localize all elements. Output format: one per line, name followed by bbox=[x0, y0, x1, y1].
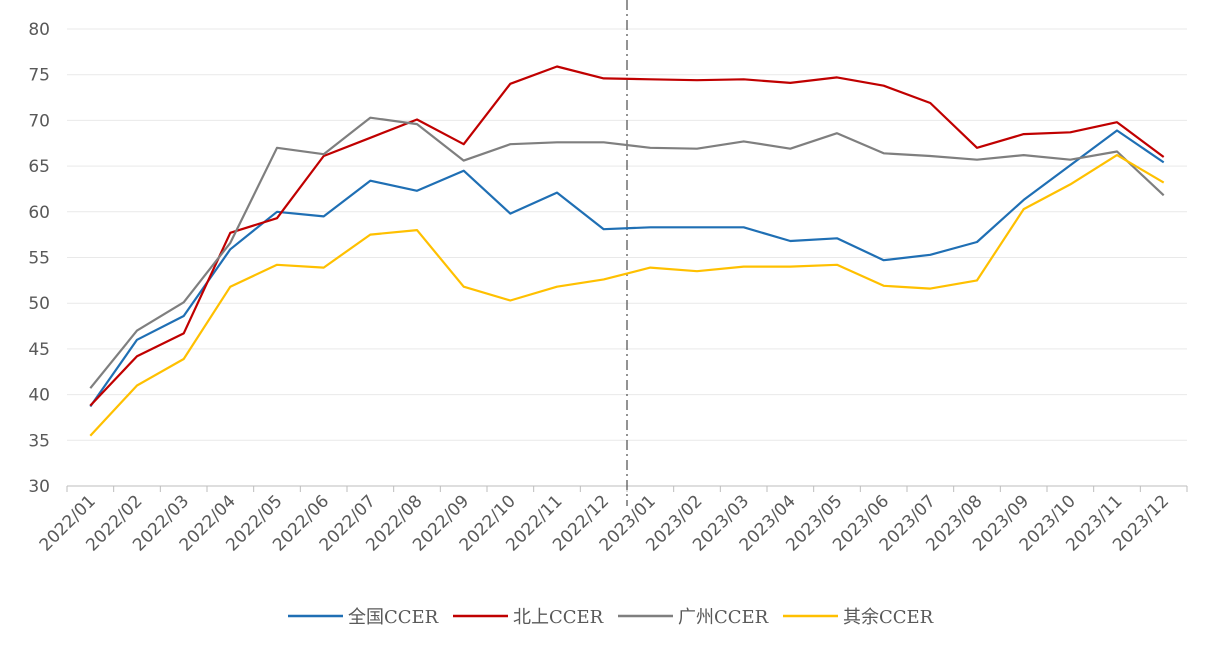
y-tick-label: 50 bbox=[28, 294, 50, 314]
series-line bbox=[89, 154, 1165, 437]
legend-item: 其余CCER bbox=[783, 607, 934, 628]
y-tick-label: 35 bbox=[28, 431, 50, 451]
legend-label: 全国CCER bbox=[348, 607, 439, 628]
legend-label: 其余CCER bbox=[843, 607, 934, 628]
y-tick-label: 30 bbox=[28, 477, 50, 497]
series-line bbox=[89, 129, 1165, 408]
series-line bbox=[89, 65, 1165, 407]
legend-item: 北上CCER bbox=[453, 607, 604, 628]
y-tick-label: 45 bbox=[28, 340, 50, 360]
y-tick-label: 40 bbox=[28, 386, 50, 406]
legend-item: 广州CCER bbox=[618, 607, 769, 628]
y-tick-label: 65 bbox=[28, 157, 50, 177]
y-tick-label: 70 bbox=[28, 111, 50, 131]
series-line bbox=[89, 116, 1165, 389]
legend-item: 全国CCER bbox=[288, 607, 439, 628]
y-tick-label: 55 bbox=[28, 249, 50, 269]
y-tick-label: 75 bbox=[28, 66, 50, 86]
legend-label: 北上CCER bbox=[513, 607, 604, 628]
y-tick-label: 60 bbox=[28, 203, 50, 223]
y-tick-label: 80 bbox=[28, 20, 50, 40]
legend-label: 广州CCER bbox=[678, 607, 769, 628]
